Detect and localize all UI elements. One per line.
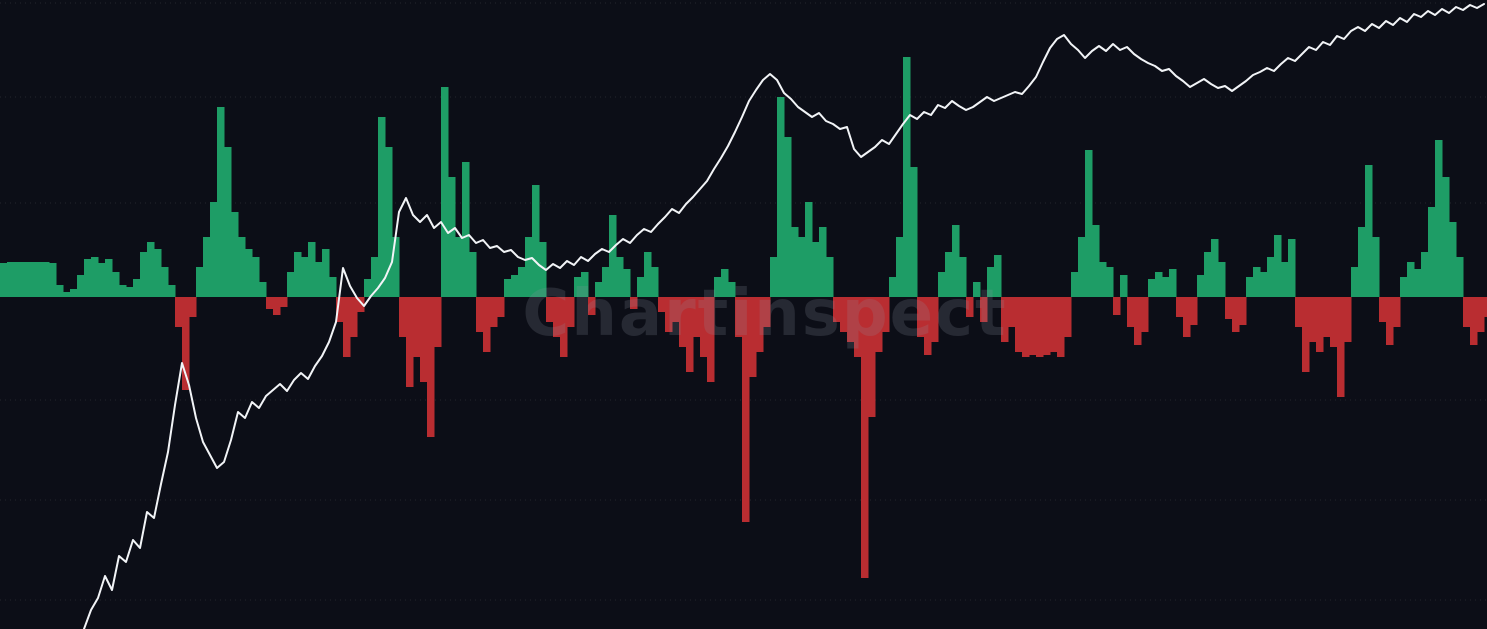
price-line-series (83, 3, 1485, 629)
histogram-series (0, 57, 1487, 578)
watermark: Chartinspect (522, 277, 1007, 351)
watermark-text: Chartinspect (522, 277, 1007, 351)
